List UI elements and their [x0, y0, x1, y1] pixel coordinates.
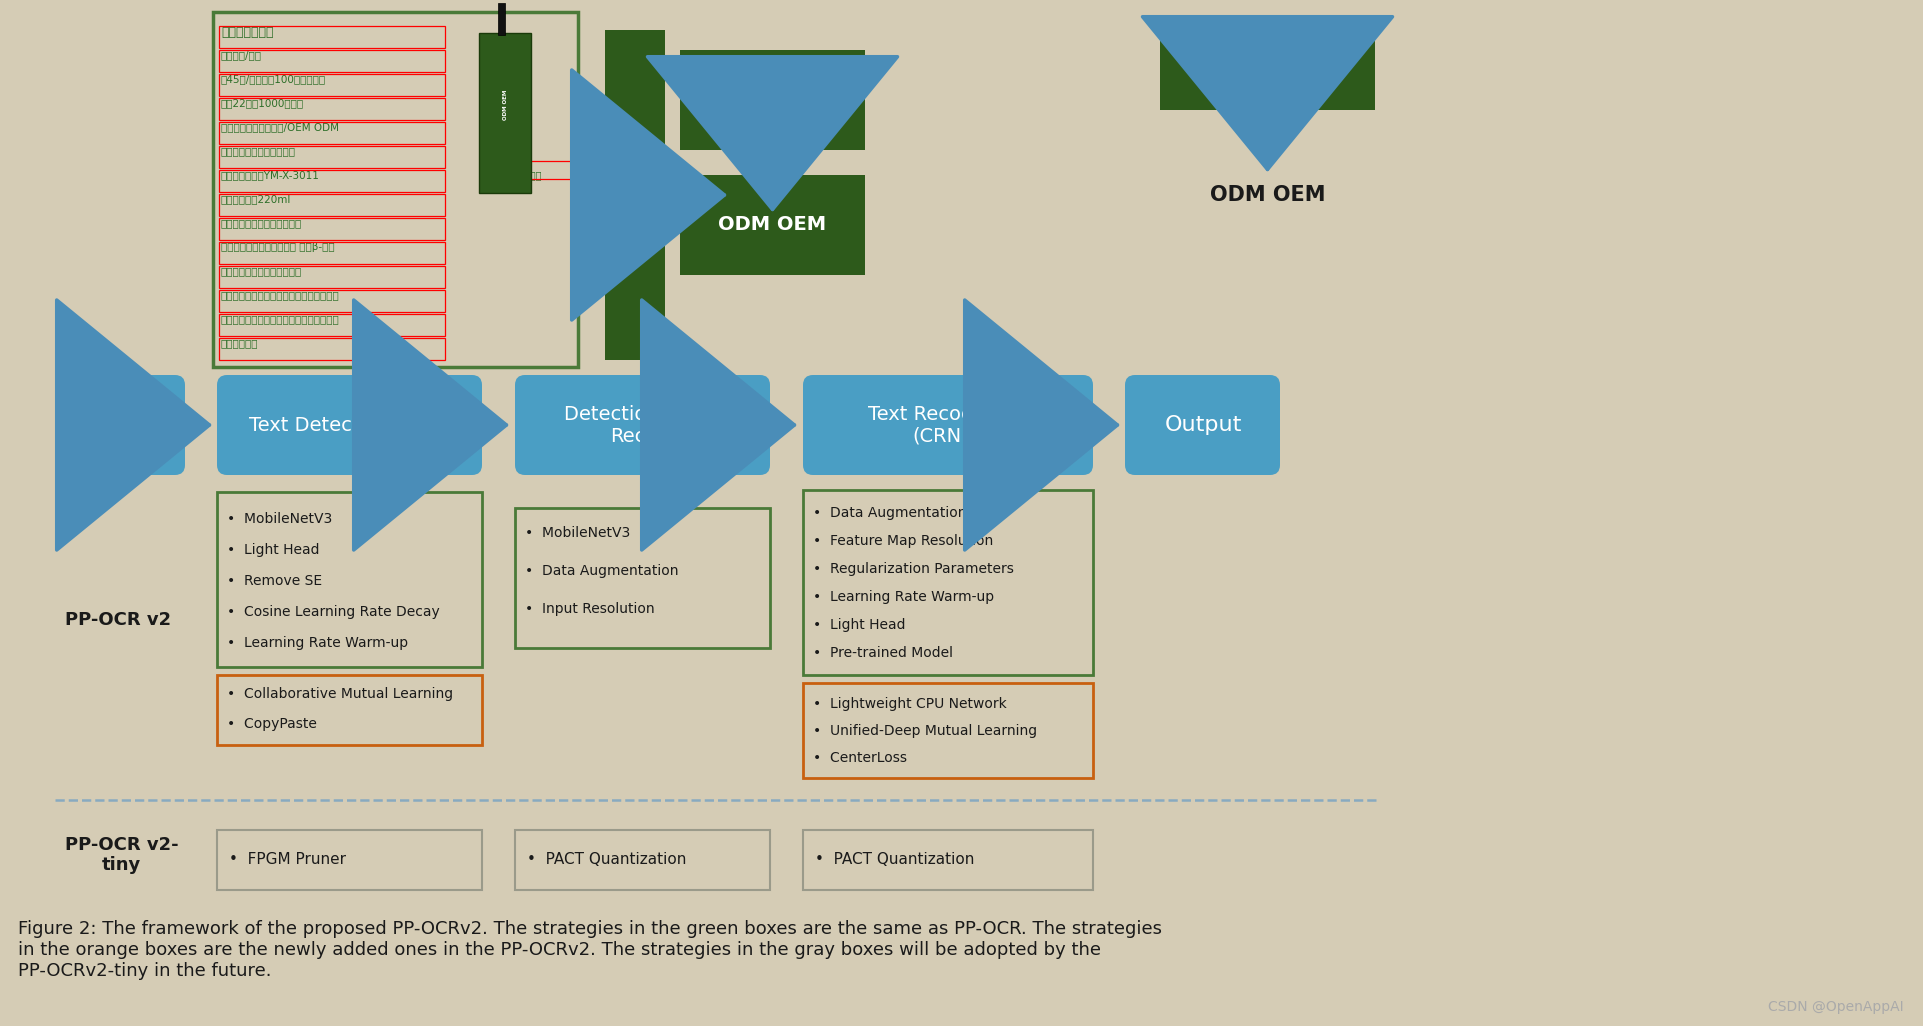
Text: •  CopyPaste: • CopyPaste	[227, 717, 317, 731]
Text: Text Recognition
(CRNN): Text Recognition (CRNN)	[867, 404, 1027, 445]
Bar	[1160, 35, 1375, 110]
Text: 发足够的滋养: 发足够的滋养	[221, 338, 258, 348]
Text: •  CenterLoss: • CenterLoss	[813, 751, 906, 765]
Text: Image: Image	[85, 415, 154, 435]
Text: 【净含量】：220ml: 【净含量】：220ml	[221, 194, 290, 204]
Bar	[219, 194, 444, 216]
Bar	[219, 218, 444, 240]
FancyBboxPatch shape	[515, 374, 769, 475]
Text: ODM OEM: ODM OEM	[625, 149, 644, 241]
Text: 【主要功能】：可滞润头发鸞层，从而达到: 【主要功能】：可滞润头发鸞层，从而达到	[221, 290, 340, 300]
Text: 【品牌】：代加工方式/OEM ODM: 【品牌】：代加工方式/OEM ODM	[221, 122, 338, 132]
Bar	[219, 266, 444, 288]
Text: 糖、椰油酰胺丙基菜煣、泛醜: 糖、椰油酰胺丙基菜煣、泛醜	[221, 266, 302, 276]
Bar	[217, 830, 483, 890]
Bar	[679, 175, 865, 275]
Text: ODM OEM: ODM OEM	[1206, 63, 1329, 82]
Bar	[213, 12, 577, 367]
Text: 〄45元/每公斤，100公斤起订々: 〄45元/每公斤，100公斤起订々	[221, 74, 327, 84]
Text: Figure 2: The framework of the proposed PP-OCRv2. The strategies in the green bo: Figure 2: The framework of the proposed …	[17, 920, 1161, 980]
Bar	[219, 170, 444, 192]
Text: •  Cosine Learning Rate Decay: • Cosine Learning Rate Decay	[227, 605, 440, 619]
Bar	[219, 122, 444, 144]
Bar	[515, 830, 769, 890]
Text: Text Detection ( DB ): Text Detection ( DB )	[248, 416, 452, 434]
Text: •  FPGM Pruner: • FPGM Pruner	[229, 853, 346, 868]
Text: •  Light Head: • Light Head	[227, 543, 319, 557]
Bar	[802, 490, 1092, 675]
Text: CSDN @OpenAppAI: CSDN @OpenAppAI	[1767, 1000, 1904, 1014]
Bar	[679, 50, 865, 150]
Text: •  Collaborative Mutual Learning: • Collaborative Mutual Learning	[227, 687, 454, 701]
Text: 产品信息/参数: 产品信息/参数	[221, 50, 262, 60]
Text: •  Light Head: • Light Head	[813, 618, 906, 632]
Text: 【主要成分】：鲸蜡硬脂醜 燕麦β-葯聘: 【主要成分】：鲸蜡硬脂醜 燕麦β-葯聘	[221, 242, 335, 252]
Text: •  Regularization Parameters: • Regularization Parameters	[813, 562, 1013, 576]
Text: Output: Output	[1163, 415, 1240, 435]
Text: •  Learning Rate Warm-up: • Learning Rate Warm-up	[227, 636, 408, 650]
Text: ODM OEM: ODM OEM	[1210, 185, 1325, 205]
Text: •  Feature Map Resolution: • Feature Map Resolution	[813, 534, 992, 548]
FancyBboxPatch shape	[802, 374, 1092, 475]
Text: 【适用人群】：适合所有肤质: 【适用人群】：适合所有肤质	[221, 218, 302, 228]
Bar	[498, 3, 506, 35]
FancyBboxPatch shape	[56, 374, 185, 475]
Text: 成品包材: 成品包材	[519, 170, 542, 181]
Bar	[802, 683, 1092, 778]
Bar	[219, 74, 444, 96]
Text: 每瓶22元，1000瓶起订: 每瓶22元，1000瓶起订	[221, 98, 304, 108]
Text: •  Pre-trained Model: • Pre-trained Model	[813, 646, 952, 660]
Bar	[219, 50, 444, 72]
Bar	[219, 98, 444, 120]
FancyBboxPatch shape	[217, 374, 483, 475]
FancyBboxPatch shape	[1125, 374, 1279, 475]
Bar	[487, 161, 575, 180]
Text: Detection Boxes
Rectify: Detection Boxes Rectify	[563, 404, 721, 445]
Text: •  Data Augmentation: • Data Augmentation	[525, 564, 679, 578]
Bar	[802, 830, 1092, 890]
Bar	[219, 290, 444, 312]
Text: 绍臦营养护发素: 绍臦营养护发素	[221, 26, 273, 39]
Bar	[219, 242, 444, 264]
Text: PP-OCR v2-
tiny: PP-OCR v2- tiny	[65, 835, 179, 874]
Text: •  MobileNetV3: • MobileNetV3	[227, 512, 333, 526]
Bar	[219, 338, 444, 360]
Text: ODM OEM: ODM OEM	[717, 215, 827, 235]
Text: 【品名】：绍臦营养护发素: 【品名】：绍臦营养护发素	[221, 146, 296, 156]
Text: 即时持久改善头发光泽的效果，给干燥的头: 即时持久改善头发光泽的效果，给干燥的头	[221, 314, 340, 324]
Text: МЕО ЭОМ: МЕО ЭОМ	[719, 90, 825, 110]
Text: •  Remove SE: • Remove SE	[227, 574, 321, 588]
Bar	[217, 492, 483, 667]
Text: •  MobileNetV3: • MobileNetV3	[525, 526, 631, 540]
Bar	[219, 314, 444, 336]
Text: •  Data Augmentation: • Data Augmentation	[813, 506, 965, 520]
Text: •  PACT Quantization: • PACT Quantization	[815, 853, 973, 868]
Bar	[217, 675, 483, 745]
Text: •  Learning Rate Warm-up: • Learning Rate Warm-up	[813, 590, 994, 604]
Text: ODM OEM: ODM OEM	[502, 90, 508, 120]
Text: •  Lightweight CPU Network: • Lightweight CPU Network	[813, 697, 1006, 711]
Bar	[219, 26, 444, 48]
Bar	[515, 508, 769, 648]
Text: •  Input Resolution: • Input Resolution	[525, 602, 654, 616]
Text: •  Unified-Deep Mutual Learning: • Unified-Deep Mutual Learning	[813, 724, 1036, 738]
Text: 【产品编号】：YM-X-3011: 【产品编号】：YM-X-3011	[221, 170, 319, 180]
Bar	[219, 146, 444, 168]
Text: •  PACT Quantization: • PACT Quantization	[527, 853, 687, 868]
Text: PP-OCR v2: PP-OCR v2	[65, 611, 171, 629]
Bar	[604, 30, 665, 360]
Bar	[479, 33, 531, 193]
